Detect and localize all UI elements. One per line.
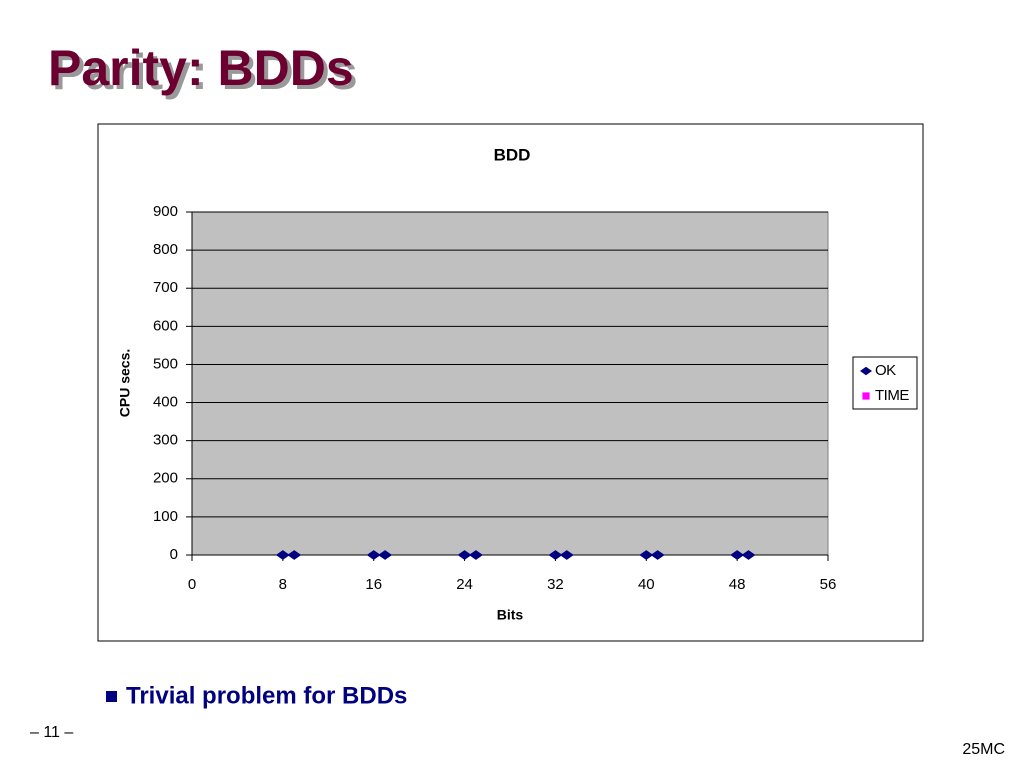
y-tick-label: 200: [153, 470, 178, 487]
y-tick-label: 300: [153, 432, 178, 449]
point: [639, 550, 654, 560]
y-axis-label: CPU secs.: [117, 349, 133, 417]
point: [730, 550, 745, 560]
x-tick-label: 16: [365, 576, 382, 593]
x-tick-label: 0: [188, 576, 196, 593]
point: [275, 550, 290, 560]
slide-title: Parity: BDDs: [48, 40, 354, 96]
x-tick-label: 24: [456, 576, 473, 593]
y-tick-label: 500: [153, 355, 178, 372]
x-tick-label: 48: [729, 576, 746, 593]
x-tick-label: 56: [820, 576, 837, 593]
x-tick-label: 32: [547, 576, 564, 593]
point: [457, 550, 472, 560]
footer: 25MC: [962, 741, 1005, 758]
y-tick-label: 400: [153, 394, 178, 411]
x-tick-label: 40: [638, 576, 655, 593]
y-tick-label: 900: [153, 203, 178, 220]
y-tick-label: 800: [153, 241, 178, 258]
plot-area: [191, 211, 829, 556]
point: [741, 550, 756, 560]
point: [548, 550, 563, 560]
bullet-text: Trivial problem for BDDs: [126, 682, 407, 709]
x-tick-label: 8: [279, 576, 287, 593]
legend-marker: [860, 366, 872, 376]
chart-title: BDD: [494, 145, 531, 164]
legend: [852, 356, 918, 410]
point: [559, 550, 574, 560]
point: [650, 550, 665, 560]
y-tick-label: 700: [153, 279, 178, 296]
y-tick-label: 0: [170, 546, 178, 563]
page-number: – 11 –: [30, 724, 73, 741]
legend-label: OK: [875, 362, 896, 379]
title-shadow: Parity: BDDs: [52, 44, 358, 100]
y-tick-label: 600: [153, 317, 178, 334]
point: [287, 550, 302, 560]
bullet-icon: [106, 691, 117, 702]
x-axis-label: Bits: [497, 607, 524, 623]
legend-label: TIME: [875, 387, 909, 404]
point: [366, 550, 381, 560]
point: [378, 550, 393, 560]
y-tick-label: 100: [153, 508, 178, 525]
point: [468, 550, 483, 560]
legend-marker: [862, 392, 870, 400]
